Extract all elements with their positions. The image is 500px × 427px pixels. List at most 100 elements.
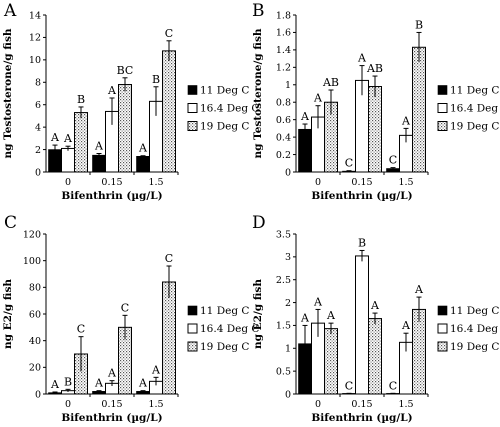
legend-swatch <box>187 305 198 316</box>
x-axis-label: Bifenthrin (µg/L) <box>61 190 162 202</box>
panel-letter: A <box>3 1 17 21</box>
significance-letter: C <box>165 252 173 265</box>
y-tick-label: 0.2 <box>276 150 291 161</box>
significance-letter: B <box>415 18 423 31</box>
significance-letter: A <box>401 114 411 127</box>
legend-swatch <box>437 85 448 95</box>
legend-label: 11 Deg C <box>200 305 249 317</box>
y-tick-label: 1 <box>285 344 291 355</box>
panel-letter: C <box>4 213 17 233</box>
y-tick-label: 0 <box>285 167 291 178</box>
legend: 11 Deg C 16.4 Deg C 19 Deg C <box>187 305 259 353</box>
legend-swatch <box>187 121 198 131</box>
significance-letter: C <box>389 379 397 392</box>
y-tick-label: 1.5 <box>276 321 291 332</box>
significance-letter: B <box>77 93 85 106</box>
y-tick-label: 0.6 <box>276 115 291 126</box>
bar <box>324 328 338 395</box>
significance-letter: A <box>63 132 73 145</box>
x-tick-label: 0 <box>65 399 71 410</box>
significance-letter: C <box>77 323 85 336</box>
legend: 11 Deg C 16.4 Deg C 19 Deg C <box>187 85 259 133</box>
y-tick-label: 8 <box>35 78 41 89</box>
y-tick-label: 0.5 <box>276 366 291 377</box>
x-tick-label: 0.15 <box>101 177 122 188</box>
significance-letter: A <box>94 377 104 390</box>
significance-letter: BC <box>117 64 134 77</box>
significance-letter: AB <box>322 76 339 89</box>
panel-letter: D <box>252 213 266 233</box>
significance-letter: A <box>300 311 310 324</box>
y-tick-label: 3 <box>285 252 291 263</box>
legend-label: 16.4 Deg C <box>450 103 500 115</box>
legend: 11 Deg C 16.4 Deg C 19 Deg C <box>437 305 500 353</box>
x-axis-label: Bifenthrin (µg/L) <box>61 412 162 424</box>
significance-letter: AB <box>366 62 383 75</box>
legend-label: 11 Deg C <box>450 305 499 317</box>
significance-letter: A <box>94 139 104 152</box>
significance-letter: A <box>138 377 148 390</box>
legend-swatch <box>437 341 448 352</box>
bar <box>136 156 150 173</box>
x-tick-label: 1.5 <box>148 399 163 410</box>
significance-letter: A <box>370 299 380 312</box>
bar <box>368 86 382 173</box>
x-tick-label: 0 <box>65 177 71 188</box>
legend-swatch <box>437 305 448 316</box>
significance-letter: B <box>358 236 366 249</box>
significance-letter: B <box>152 73 160 86</box>
bar <box>355 255 369 395</box>
y-tick-label: 80 <box>29 283 41 294</box>
significance-letter: A <box>357 52 367 65</box>
legend-swatch <box>187 103 198 113</box>
y-tick-label: 0.4 <box>276 132 291 143</box>
legend-label: 19 Deg C <box>200 341 249 353</box>
legend-swatch <box>187 323 198 334</box>
y-tick-label: 0.8 <box>276 98 291 109</box>
y-tick-label: 2.5 <box>276 275 291 286</box>
y-tick-label: 14 <box>29 10 41 21</box>
y-tick-label: 1.8 <box>276 10 291 21</box>
significance-letter: A <box>313 295 323 308</box>
y-tick-label: 3.5 <box>276 229 291 240</box>
y-axis-label: ng E2/g fish <box>252 279 264 349</box>
significance-letter: C <box>345 379 353 392</box>
significance-letter: A <box>50 378 60 391</box>
bar <box>61 147 75 173</box>
significance-letter: B <box>64 375 72 388</box>
y-axis-label: ng E2/g fish <box>2 279 14 349</box>
x-axis-label: Bifenthrin (µg/L) <box>311 412 412 424</box>
legend-swatch <box>437 121 448 131</box>
x-tick-label: 0.15 <box>351 399 372 410</box>
legend-swatch <box>187 85 198 95</box>
bar <box>92 154 106 173</box>
x-tick-label: 0.15 <box>351 177 372 188</box>
significance-letter: A <box>50 131 60 144</box>
x-tick-label: 0 <box>315 177 321 188</box>
legend-label: 16.4 Deg C <box>200 323 259 335</box>
x-tick-label: 0.15 <box>101 399 122 410</box>
y-tick-label: 100 <box>23 256 41 267</box>
x-axis-label: Bifenthrin (µg/L) <box>311 190 412 202</box>
chart-panel-d: D00.511.522.533.50AAA0.15CBA1.5CAABifent… <box>252 213 500 424</box>
significance-letter: A <box>107 367 117 380</box>
significance-letter: C <box>389 154 397 167</box>
y-tick-label: 120 <box>23 229 41 240</box>
y-tick-label: 0 <box>35 167 41 178</box>
x-tick-label: 1.5 <box>398 399 413 410</box>
y-tick-label: 20 <box>29 363 41 374</box>
bar <box>368 318 382 395</box>
y-tick-label: 1.4 <box>276 45 291 56</box>
bar <box>412 46 426 173</box>
chart-panel-b: B00.20.40.60.811.21.41.61.80AAAB0.15CAAB… <box>252 1 500 202</box>
legend-label: 16.4 Deg C <box>450 323 500 335</box>
significance-letter: C <box>121 301 129 314</box>
bar <box>118 84 132 173</box>
legend-swatch <box>437 323 448 334</box>
legend-label: 19 Deg C <box>450 341 499 353</box>
legend-swatch <box>187 341 198 352</box>
significance-letter: A <box>151 363 161 376</box>
significance-letter: C <box>165 27 173 40</box>
